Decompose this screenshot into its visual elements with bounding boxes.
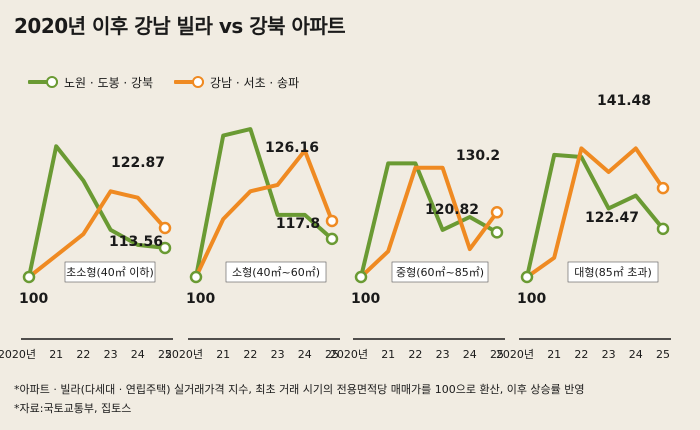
start-point	[354, 270, 368, 284]
x-tick-label: 23	[271, 348, 285, 361]
panel-2: 소형(40㎡~60㎡) 100 117.8 126.16 2020년 21 22 23 24 25	[165, 127, 340, 361]
legend-item-gangbuk: 노원 · 도봉 · 강북	[28, 74, 153, 90]
end-point-gangbuk	[325, 232, 339, 246]
legend-swatch-orange	[174, 74, 204, 90]
end-point-gangbuk	[656, 222, 670, 236]
x-tick-label: 22	[76, 348, 90, 361]
panel-label: 소형(40㎡~60㎡)	[232, 266, 320, 279]
series-line-gangnam	[525, 146, 665, 279]
end-point-gangbuk	[158, 241, 172, 255]
start-value-label: 100	[517, 291, 546, 307]
panel-label-box	[225, 261, 327, 283]
x-tick-label: 25	[656, 348, 670, 361]
start-point	[520, 270, 534, 284]
series-line-gangbuk	[27, 144, 167, 279]
x-tick-label: 21	[216, 348, 230, 361]
start-point	[189, 270, 203, 284]
end-value-label-gangnam: 130.2	[456, 148, 500, 164]
series-line-gangnam	[27, 189, 167, 279]
x-tick-label: 2020년	[496, 348, 534, 361]
panel-label-box	[391, 261, 489, 283]
start-value-label: 100	[19, 291, 48, 307]
series-line-gangbuk	[359, 161, 499, 279]
series-line-gangbuk	[525, 152, 665, 279]
legend-label: 노원 · 도봉 · 강북	[64, 75, 154, 90]
end-point-gangbuk	[490, 226, 504, 239]
end-point-gangnam	[656, 181, 670, 195]
x-tick-label: 23	[436, 348, 450, 361]
panel-4: 대형(85㎡ 초과) 100 122.47 141.48 2020년 21 22 23 24 25	[496, 93, 671, 361]
x-tick-label: 25	[325, 348, 339, 361]
x-tick-label: 21	[547, 348, 561, 361]
footnote-source: *자료:국토교통부, 집토스	[14, 402, 132, 415]
panel-label-box	[567, 261, 659, 283]
panel-label: 중형(60㎡~85㎡)	[396, 266, 484, 279]
legend-item-gangnam: 강남 · 서초 · 송파	[174, 74, 299, 90]
x-tick-label: 21	[381, 348, 395, 361]
end-value-label-gangbuk: 117.8	[276, 216, 320, 232]
end-point-gangnam	[490, 206, 504, 219]
x-tick-label: 24	[131, 348, 145, 361]
series-line-gangnam	[194, 148, 334, 279]
end-value-label-gangnam: 122.87	[111, 155, 165, 171]
panel-label: 대형(85㎡ 초과)	[574, 266, 652, 279]
end-point-gangnam	[158, 221, 172, 235]
end-value-label-gangbuk: 120.82	[425, 202, 479, 218]
start-point	[22, 270, 36, 284]
end-value-label-gangnam: 141.48	[597, 93, 651, 109]
panel-label: 초소형(40㎡ 이하)	[66, 265, 154, 279]
x-tick-label: 23	[602, 348, 616, 361]
start-value-label: 100	[351, 291, 380, 307]
start-value-label: 100	[186, 291, 215, 307]
x-tick-label: 23	[104, 348, 118, 361]
x-tick-label: 24	[298, 348, 312, 361]
end-point-gangnam	[325, 214, 339, 228]
x-tick-label: 22	[243, 348, 257, 361]
legend-label: 강남 · 서초 · 송파	[210, 75, 300, 90]
x-tick-label: 25	[158, 348, 172, 361]
x-tick-label: 24	[629, 348, 643, 361]
series-line-gangbuk	[194, 127, 334, 279]
x-tick-label: 22	[574, 348, 588, 361]
footnote-method: *아파트 · 빌라(다세대 · 연립주택) 실거래가격 지수, 최초 거래 시기…	[14, 383, 585, 396]
legend-swatch-green	[28, 74, 58, 90]
panel-label-box	[64, 261, 156, 283]
x-tick-label: 2020년	[330, 348, 368, 361]
panel-3: 중형(60㎡~85㎡) 100 120.82 130.2 2020년 21 22 23 24 25	[330, 148, 505, 361]
panel-1: 초소형(40㎡ 이하) 100 113.56 122.87 2020년 21 22 23 24 2…	[0, 144, 173, 361]
x-tick-label: 22	[408, 348, 422, 361]
x-tick-label: 21	[49, 348, 63, 361]
x-tick-label: 2020년	[0, 348, 36, 361]
end-value-label-gangnam: 126.16	[265, 140, 319, 156]
series-line-gangnam	[359, 165, 499, 279]
x-tick-label: 2020년	[165, 348, 203, 361]
end-value-label-gangbuk: 113.56	[109, 234, 163, 250]
chart-title: 2020년 이후 강남 빌라 vs 강북 아파트	[14, 14, 346, 38]
x-tick-label: 25	[490, 348, 504, 361]
footnotes: *아파트 · 빌라(다세대 · 연립주택) 실거래가격 지수, 최초 거래 시기…	[14, 380, 585, 418]
x-tick-label: 24	[463, 348, 477, 361]
end-value-label-gangbuk: 122.47	[585, 210, 639, 226]
